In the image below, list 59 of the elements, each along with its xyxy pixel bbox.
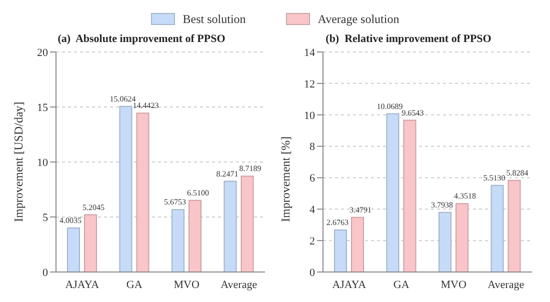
y-tick-label: 15 (37, 102, 48, 114)
bar (136, 112, 150, 272)
bar (119, 106, 132, 272)
y-tick-label: 14 (304, 46, 316, 59)
data-label: 4.3518 (454, 192, 476, 201)
y-axis-title: Improvement [USD/day] (11, 102, 26, 222)
bar (171, 209, 184, 272)
legend-label: Average solution (318, 12, 400, 26)
y-axis-title: Improvement [%] (278, 136, 292, 222)
data-label: 6.5100 (186, 188, 209, 198)
x-tick-label: GA (126, 278, 142, 291)
data-label: 2.6763 (326, 218, 348, 227)
data-label: 3.4791 (349, 205, 372, 214)
bar (188, 200, 202, 272)
y-tick-label: 0 (310, 266, 316, 279)
y-tick-label: 8 (310, 141, 316, 154)
bar (224, 180, 237, 272)
bar (350, 216, 364, 272)
x-tick-label: AJAYA (65, 278, 100, 291)
bar (455, 203, 468, 272)
data-label: 5.5130 (483, 173, 506, 182)
data-label: 8.7189 (239, 164, 262, 174)
data-label: 15.0624 (110, 94, 136, 104)
y-tick-label: 10 (37, 156, 48, 169)
y-tick-label: 2 (310, 235, 315, 248)
data-label: 5.2045 (82, 202, 104, 212)
bar (403, 120, 416, 272)
y-tick-label: 10 (304, 110, 316, 122)
data-label: 9.6543 (402, 108, 424, 118)
bar (66, 227, 80, 272)
chart-title: (b) Relative improvement of PPSO (324, 32, 492, 47)
bar (240, 176, 254, 272)
bar (84, 214, 97, 272)
y-tick-label: 4 (310, 204, 316, 216)
x-tick-label: Average (220, 278, 258, 291)
legend-label: Best solution (182, 12, 246, 26)
data-label: 10.0689 (376, 102, 403, 111)
data-label: 5.8284 (506, 168, 528, 178)
y-tick-label: 6 (310, 172, 316, 185)
bar (438, 212, 452, 272)
chart-title: (a) Absolute improvement of PPSO (56, 32, 226, 47)
x-tick-label: MVO (440, 278, 467, 291)
bar (508, 180, 521, 272)
data-label: 14.4423 (132, 101, 159, 110)
bar (386, 113, 400, 272)
x-tick-label: MVO (174, 278, 200, 291)
bar (490, 184, 504, 272)
data-label: 5.6753 (164, 198, 186, 207)
y-tick-label: 0 (42, 266, 48, 279)
y-tick-label: 20 (37, 46, 48, 59)
data-label: 3.7938 (430, 200, 453, 210)
data-label: 8.2471 (216, 169, 238, 178)
x-tick-label: Average (488, 278, 524, 291)
y-tick-label: 5 (42, 212, 48, 224)
data-label: 4.0035 (59, 216, 82, 225)
y-tick-label: 12 (304, 78, 315, 90)
x-tick-label: AJAYA (332, 278, 366, 291)
x-tick-label: GA (393, 278, 410, 291)
bar (334, 229, 347, 272)
